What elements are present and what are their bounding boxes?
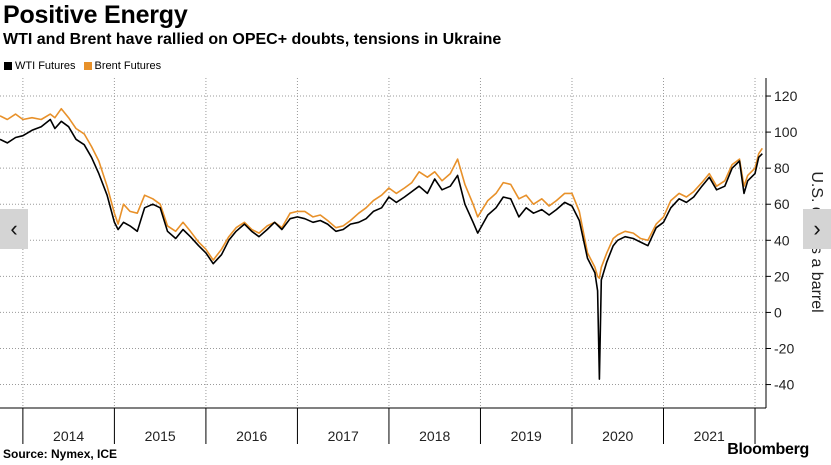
grid-lines [0,78,766,408]
legend-item-brent: Brent Futures [83,60,162,72]
x-tick-label: 2018 [419,428,450,444]
series-line-wti [0,118,763,380]
legend: WTI Futures Brent Futures [4,60,161,72]
x-axis: 2014 2015 2016 2017 2018 2019 2020 2021 [0,407,766,444]
legend-label-wti: WTI Futures [15,60,76,72]
chevron-left-icon: ‹ [10,216,18,241]
x-tick-label: 2019 [511,428,542,444]
y-tick-label: 100 [774,124,798,140]
y-tick-label: 20 [774,268,790,284]
y-tick-label: 80 [774,160,790,176]
brand-logo: Bloomberg [727,441,809,458]
x-tick-label: 2020 [602,428,633,444]
source-note: Source: Nymex, ICE [3,447,118,461]
series-layer [0,107,763,380]
y-tick-label: -40 [774,377,794,393]
y-tick-label: 60 [774,196,790,212]
series-line-brent [0,107,763,279]
y-tick-label: 0 [774,304,782,320]
prev-slide-button[interactable]: ‹ [0,209,28,249]
x-tick-label: 2014 [53,428,84,444]
legend-swatch-brent [83,62,92,70]
x-tick-label: 2016 [236,428,267,444]
y-tick-label: 40 [774,232,790,248]
legend-item-wti: WTI Futures [4,60,76,72]
next-slide-button[interactable]: › [803,209,831,249]
chart-subtitle: WTI and Brent have rallied on OPEC+ doub… [3,31,502,48]
x-tick-label: 2017 [328,428,359,444]
legend-label-brent: Brent Futures [94,60,162,72]
chart-title: Positive Energy [3,1,188,29]
x-tick-label: 2021 [694,428,725,444]
y-axis: -40 -20 0 20 40 60 80 100 120 [765,78,798,408]
y-tick-label: 120 [774,88,798,104]
legend-swatch-wti [4,62,12,70]
chevron-right-icon: › [813,216,821,241]
y-tick-label: -20 [774,340,794,356]
x-tick-label: 2015 [145,428,176,444]
